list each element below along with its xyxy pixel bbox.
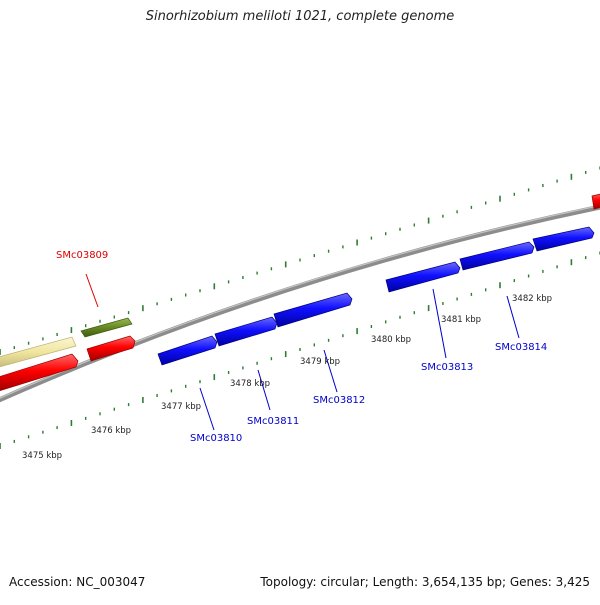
genome-summary: Topology: circular; Length: 3,654,135 bp… xyxy=(260,575,590,589)
gene-arrow-smc03813[interactable] xyxy=(385,261,461,293)
gene-label-smc03810[interactable]: SMc03810 xyxy=(190,433,242,444)
gene-arrow-red-right[interactable] xyxy=(591,193,600,210)
scale-label: 3475 kbp xyxy=(22,451,62,461)
scale-label: 3478 kbp xyxy=(230,379,270,389)
gene-arrow-smc03814a[interactable] xyxy=(459,241,535,271)
gene-labels: SMc03809 SMc03810 SMc03811 SMc03812 SMc0… xyxy=(56,250,547,444)
gene-label-smc03814[interactable]: SMc03814 xyxy=(495,342,547,353)
gene-label-lines xyxy=(85,273,520,431)
scale-label: 3476 kbp xyxy=(91,426,131,436)
gene-arrows xyxy=(0,193,600,392)
gene-arrow-smc03810[interactable] xyxy=(157,335,218,366)
accession-label: Accession: NC_003047 xyxy=(9,575,146,589)
scale-label: 3482 kbp xyxy=(512,294,552,304)
scale-label: 3477 kbp xyxy=(161,402,201,412)
gene-arrow-olive[interactable] xyxy=(80,317,133,338)
scale-label: 3480 kbp xyxy=(371,335,411,345)
scale-labels: 3475 kbp 3476 kbp 3477 kbp 3478 kbp 3479… xyxy=(22,294,552,461)
scale-ticks xyxy=(0,166,600,449)
gene-label-smc03811[interactable]: SMc03811 xyxy=(247,416,299,427)
gene-label-smc03812[interactable]: SMc03812 xyxy=(313,395,365,406)
gene-label-smc03809[interactable]: SMc03809 xyxy=(56,250,108,261)
gene-arrow-smc03814b[interactable] xyxy=(532,226,595,252)
gene-arrow-smc03811[interactable] xyxy=(214,316,278,347)
scale-label: 3481 kbp xyxy=(441,315,481,325)
gene-label-smc03813[interactable]: SMc03813 xyxy=(421,362,473,373)
scale-label: 3479 kbp xyxy=(300,357,340,367)
gene-arrow-smc03812[interactable] xyxy=(273,292,353,328)
gene-arrow-red-left[interactable] xyxy=(0,353,79,392)
gene-arrow-smc03809[interactable] xyxy=(86,335,136,362)
gene-arrow-pale[interactable] xyxy=(0,336,77,368)
genome-title: Sinorhizobium meliloti 1021, complete ge… xyxy=(145,9,455,24)
genome-backbone xyxy=(0,204,600,403)
